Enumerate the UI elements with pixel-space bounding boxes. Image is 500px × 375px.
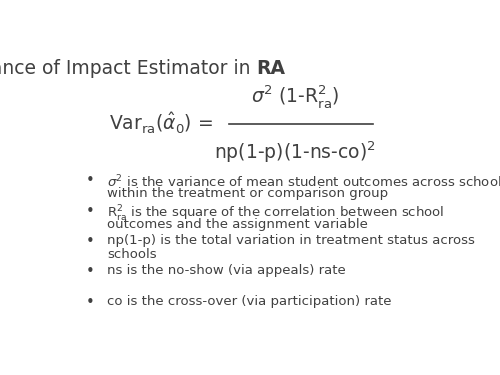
Text: np(1-p)(1-ns-co)$^{\mathregular{2}}$: np(1-p)(1-ns-co)$^{\mathregular{2}}$	[214, 140, 376, 165]
Text: Variance of Impact Estimator in: Variance of Impact Estimator in	[0, 59, 256, 78]
Text: •: •	[85, 204, 94, 219]
Text: schools: schools	[107, 248, 156, 261]
Text: •: •	[85, 295, 94, 310]
Text: •: •	[85, 174, 94, 189]
Text: ns is the no-show (via appeals) rate: ns is the no-show (via appeals) rate	[107, 264, 346, 278]
Text: within the treatment or comparison group: within the treatment or comparison group	[107, 188, 388, 200]
Text: $\sigma^2$ (1-R$_{\mathregular{ra}}^{\mathregular{2}}$): $\sigma^2$ (1-R$_{\mathregular{ra}}^{\ma…	[250, 83, 340, 110]
Text: •: •	[85, 264, 94, 279]
Text: $\sigma^2$ is the variance of mean student outcomes across schools: $\sigma^2$ is the variance of mean stude…	[107, 174, 500, 190]
Text: outcomes and the assignment variable: outcomes and the assignment variable	[107, 217, 368, 231]
Text: Var$_{\mathregular{ra}}$($\hat{\alpha}_0$) =: Var$_{\mathregular{ra}}$($\hat{\alpha}_0…	[109, 110, 213, 135]
Text: np(1-p) is the total variation in treatment status across: np(1-p) is the total variation in treatm…	[107, 234, 475, 247]
Text: RA: RA	[256, 59, 285, 78]
Text: •: •	[85, 234, 94, 249]
Text: R$_{\mathregular{ra}}^{\mathregular{2}}$ is the square of the correlation betwee: R$_{\mathregular{ra}}^{\mathregular{2}}$…	[107, 204, 444, 224]
Text: co is the cross-over (via participation) rate: co is the cross-over (via participation)…	[107, 295, 392, 308]
